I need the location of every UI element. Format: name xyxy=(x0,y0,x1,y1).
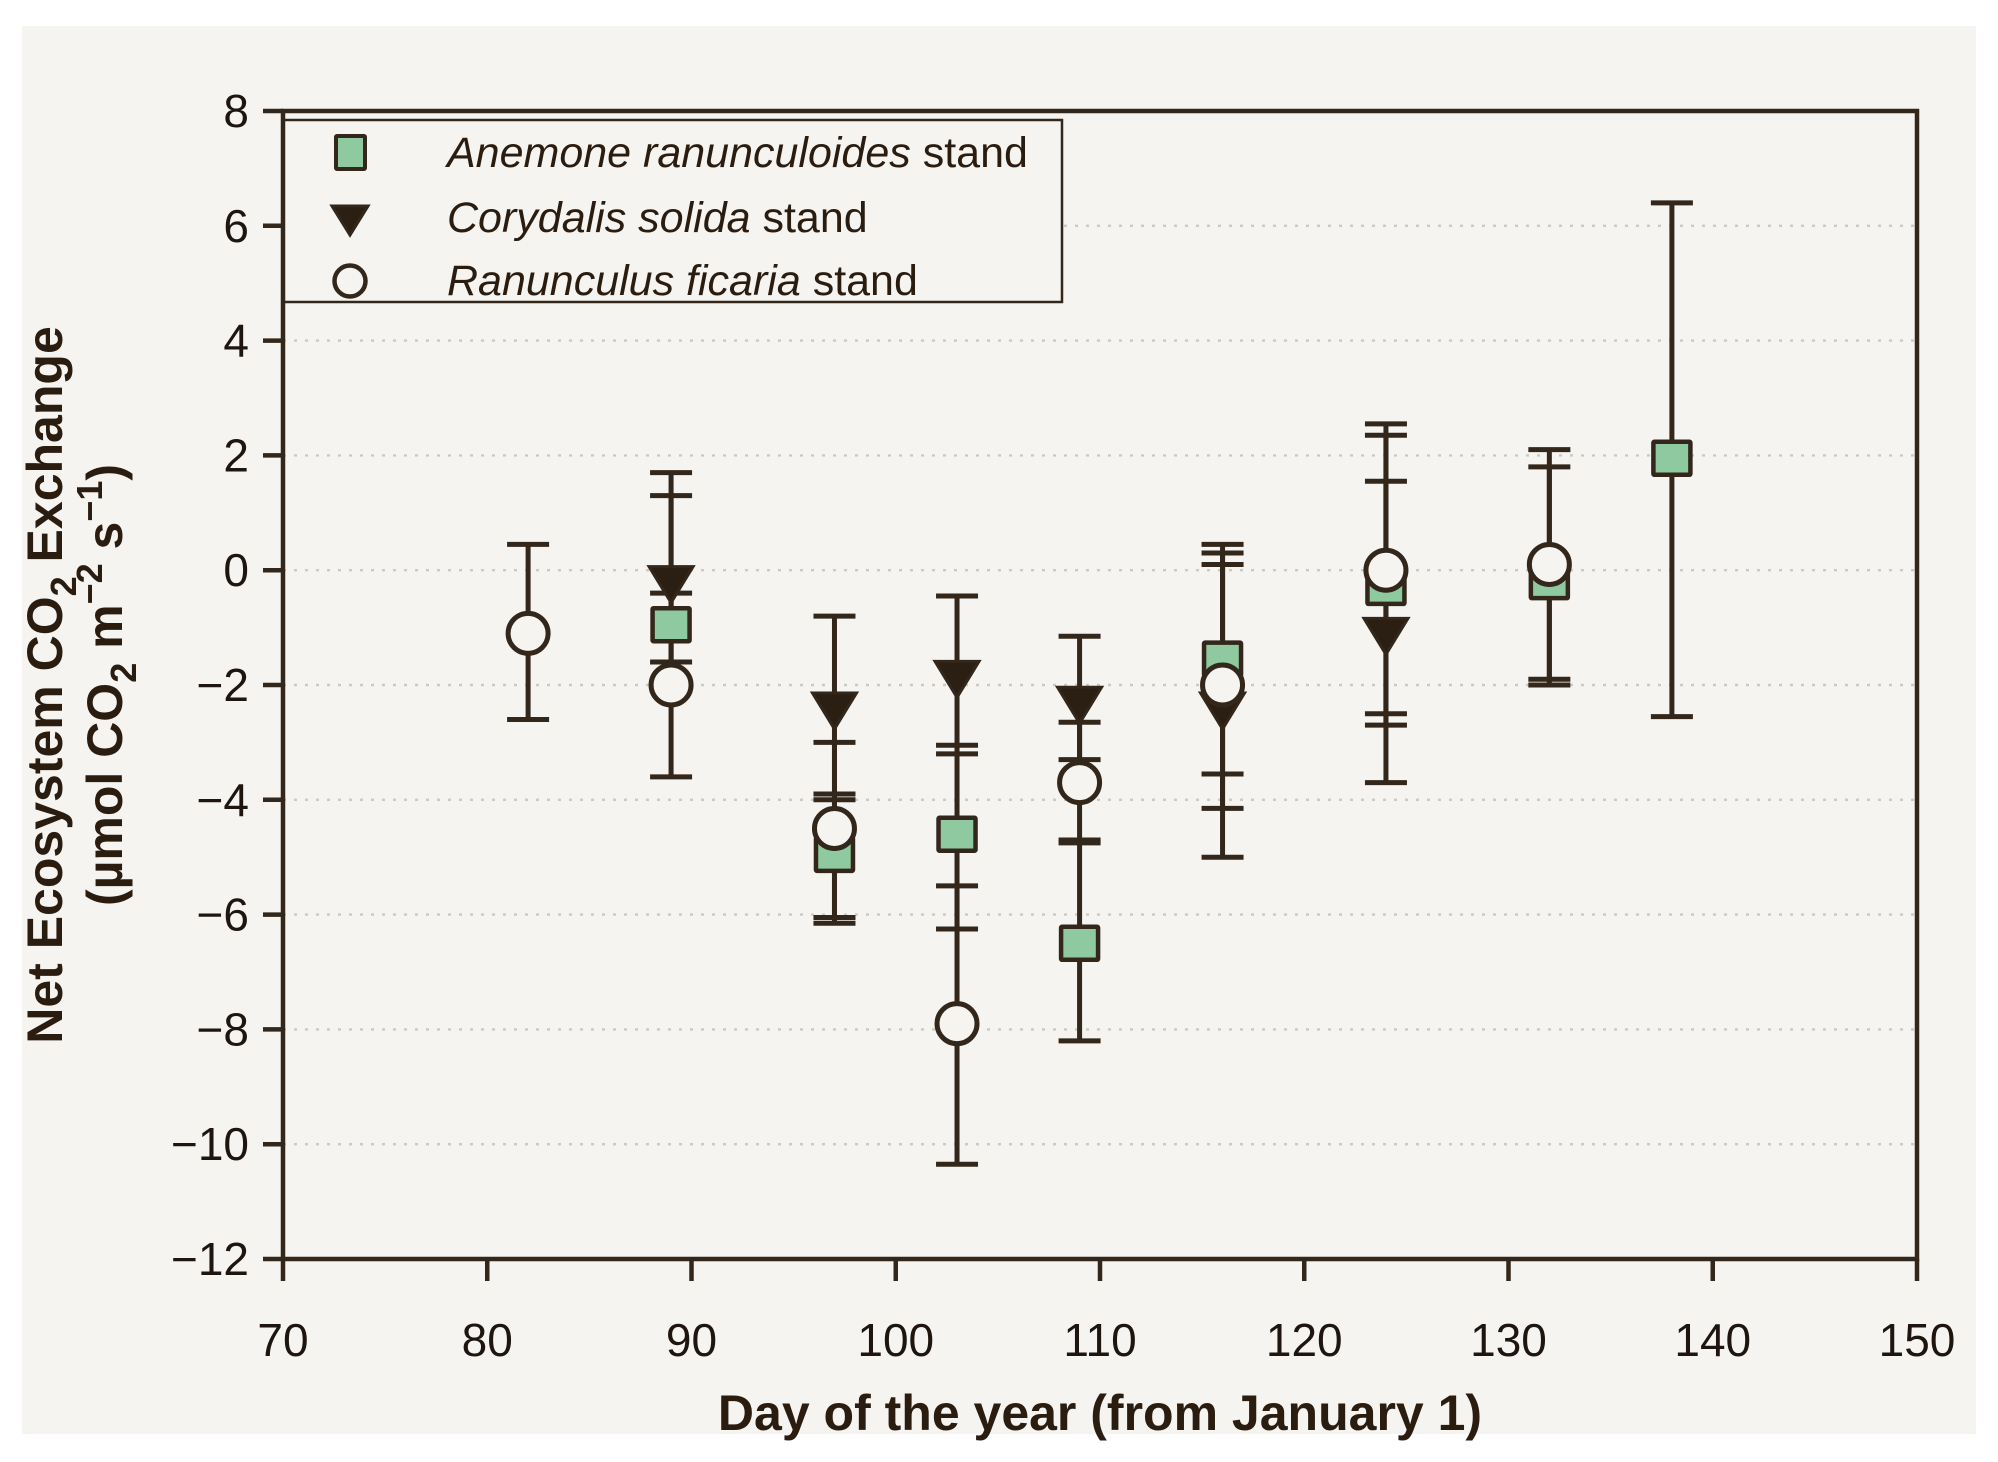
legend-circle-marker xyxy=(332,263,368,299)
legend-square-marker xyxy=(334,134,367,171)
x-axis-title: Day of the year (from January 1) xyxy=(718,1385,1482,1441)
open-circle-marker xyxy=(1526,541,1572,587)
open-circle-marker xyxy=(811,806,857,851)
square-marker xyxy=(936,815,978,853)
x-tick-label: 120 xyxy=(1266,1314,1343,1366)
legend-box xyxy=(282,118,1064,304)
x-tick-label: 80 xyxy=(462,1314,513,1366)
y-tick-label: 2 xyxy=(223,429,249,481)
y-axis-title-line1: Net Ecosystem CO2 Exchange xyxy=(17,326,84,1044)
x-tick-label: 150 xyxy=(1879,1314,1956,1366)
y-tick-label: −8 xyxy=(197,1003,249,1055)
open-circle-marker xyxy=(505,610,551,656)
y-tick-label: 4 xyxy=(223,315,249,367)
y-tick-label: 0 xyxy=(223,544,249,596)
triangle-down-marker xyxy=(1361,616,1411,658)
legend-triangle-marker xyxy=(329,204,371,238)
y-tick-label: −2 xyxy=(197,659,249,711)
triangle-down-marker xyxy=(646,565,696,606)
y-tick-label: −6 xyxy=(197,889,249,941)
x-tick-label: 130 xyxy=(1470,1314,1547,1366)
y-tick-label: 8 xyxy=(223,85,249,137)
open-circle-marker xyxy=(648,662,694,708)
triangle-down-marker xyxy=(932,659,982,701)
triangle-down-marker xyxy=(1054,685,1105,727)
legend: Anemone ranunculoides stand Corydalis sol… xyxy=(282,118,1064,305)
y-tick-label: −4 xyxy=(197,774,249,826)
open-circle-marker xyxy=(1057,760,1103,806)
y-tick-label: −10 xyxy=(171,1118,249,1170)
x-tick-label: 110 xyxy=(1063,1314,1136,1366)
y-tick-label: 6 xyxy=(223,200,249,252)
x-tick-label: 90 xyxy=(666,1314,717,1366)
legend-label: Anemone ranunculoides stand xyxy=(444,129,1028,177)
triangle-down-marker xyxy=(809,691,860,732)
open-circle-marker xyxy=(1200,662,1246,708)
open-circle-marker xyxy=(1363,547,1409,593)
legend-label: Ranunculus ficaria stand xyxy=(447,257,918,305)
square-marker xyxy=(650,605,692,644)
x-tick-label: 140 xyxy=(1674,1314,1751,1366)
y-tick-label: −12 xyxy=(171,1233,249,1285)
open-circle-marker xyxy=(934,1001,980,1047)
legend-label: Corydalis solida stand xyxy=(447,194,868,242)
y-axis-title-line2: (µmol CO2 m−2 s−1) xyxy=(69,464,144,906)
square-marker xyxy=(1651,439,1693,478)
square-marker xyxy=(1058,924,1101,963)
x-tick-label: 70 xyxy=(257,1314,308,1366)
x-tick-label: 100 xyxy=(857,1314,934,1366)
